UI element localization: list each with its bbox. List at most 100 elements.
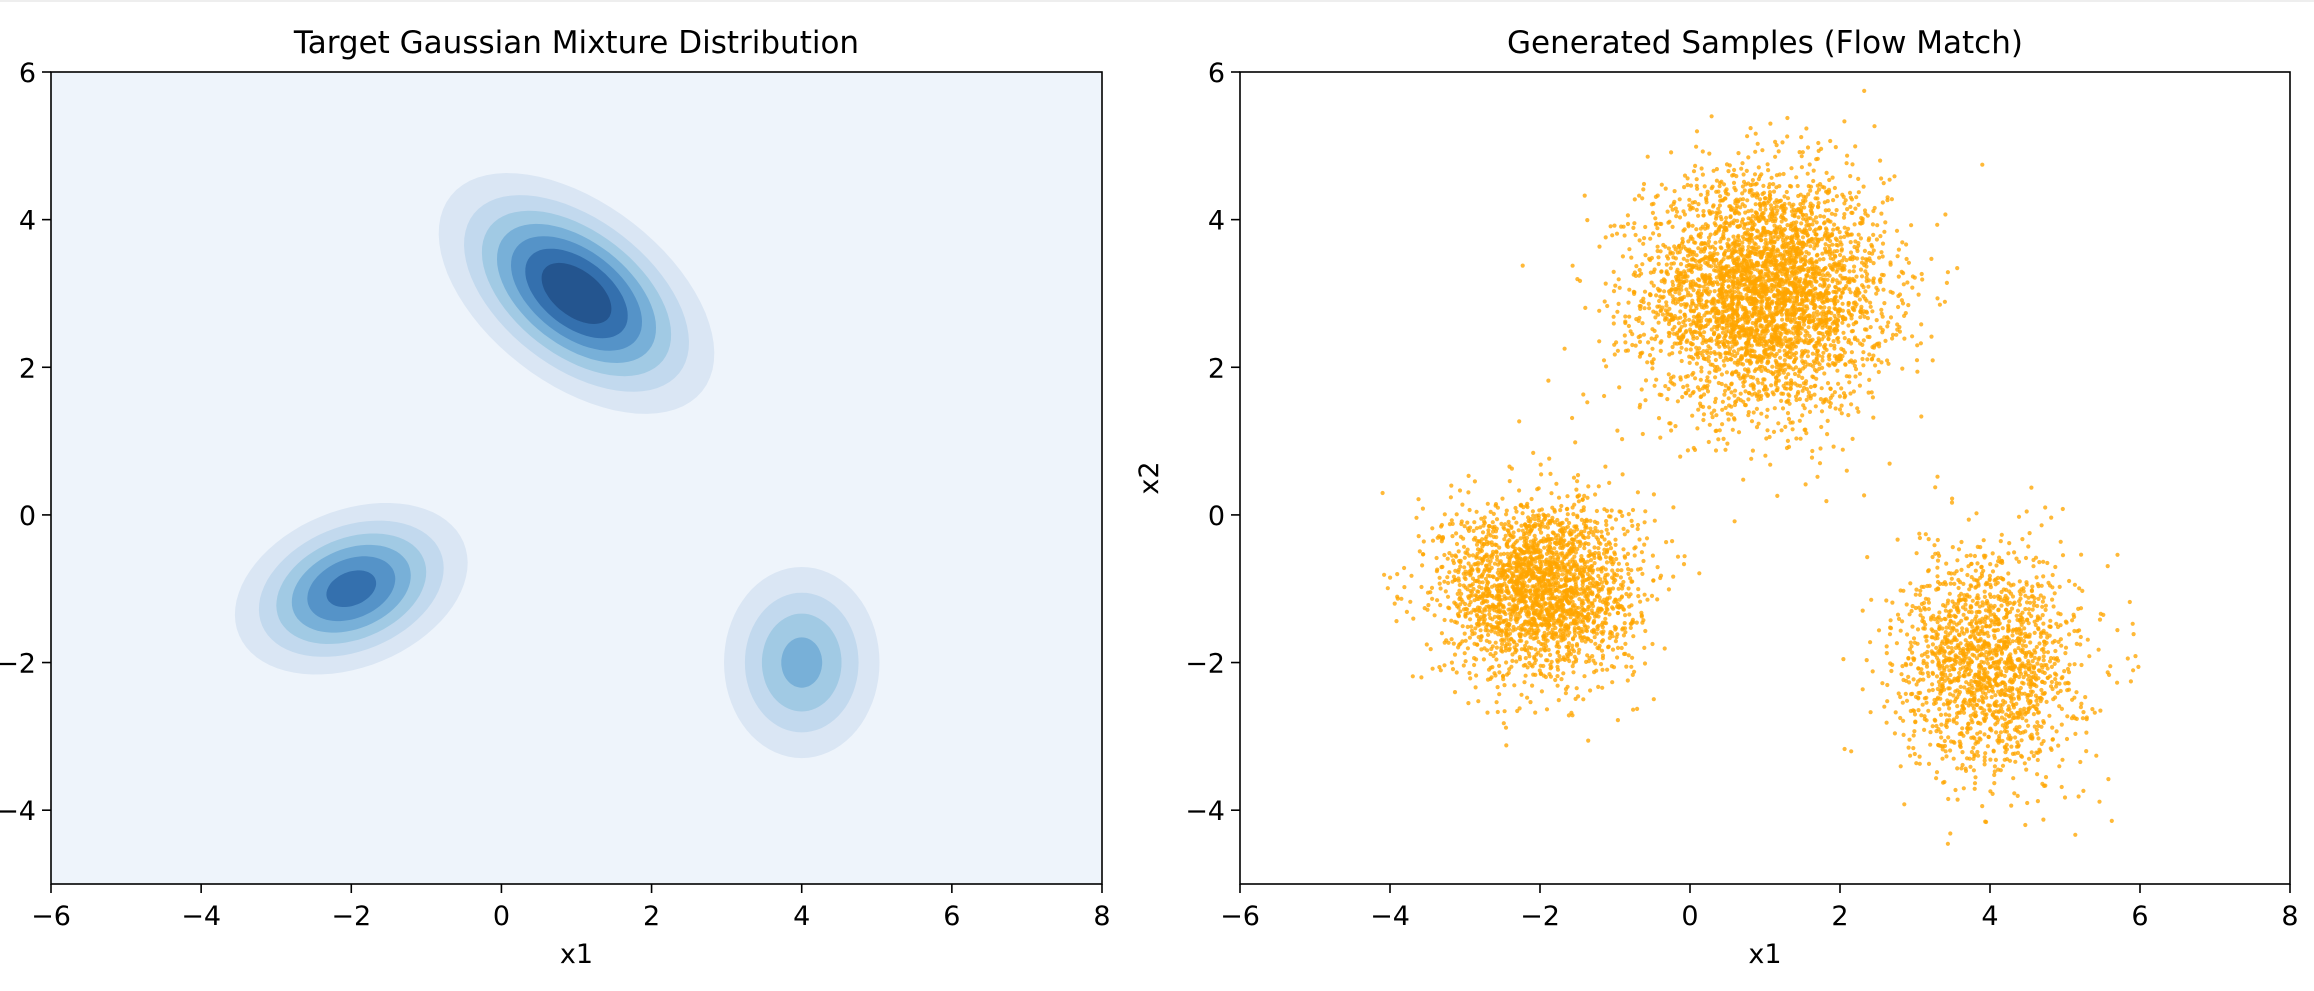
data-point — [1768, 190, 1772, 194]
data-point — [1746, 319, 1750, 323]
data-point — [1907, 261, 1911, 265]
data-point — [1869, 325, 1873, 329]
data-point — [1820, 326, 1824, 330]
data-point — [1709, 337, 1713, 341]
data-point — [1919, 341, 1923, 345]
data-point — [1768, 306, 1772, 310]
data-point — [1597, 245, 1601, 249]
data-point — [1831, 290, 1835, 294]
data-point — [1586, 484, 1590, 488]
data-point — [1695, 253, 1699, 257]
data-point — [1801, 361, 1805, 365]
data-point — [1566, 512, 1570, 516]
data-point — [1657, 262, 1661, 266]
data-point — [1763, 339, 1767, 343]
data-point — [1688, 361, 1692, 365]
data-point — [1900, 298, 1904, 302]
data-point — [1791, 427, 1795, 431]
data-point — [1773, 256, 1777, 260]
data-point — [1711, 258, 1715, 262]
data-point — [1699, 227, 1703, 231]
data-point — [1771, 245, 1775, 249]
data-point — [1825, 348, 1829, 352]
data-point — [1600, 569, 1604, 573]
data-point — [1727, 403, 1731, 407]
data-point — [1714, 258, 1718, 262]
data-point — [1812, 169, 1816, 173]
data-point — [1776, 370, 1780, 374]
data-point — [1676, 274, 1680, 278]
data-point — [1724, 191, 1728, 195]
data-point — [1688, 327, 1692, 331]
data-point — [1695, 336, 1699, 340]
data-point — [1388, 576, 1392, 580]
data-point — [1578, 279, 1582, 283]
data-point — [1723, 196, 1727, 200]
data-point — [1878, 326, 1882, 330]
data-point — [1695, 266, 1699, 270]
data-point — [1776, 311, 1780, 315]
data-point — [1718, 203, 1722, 207]
data-point — [1831, 322, 1835, 326]
data-point — [1820, 409, 1824, 413]
data-point — [1808, 162, 1812, 166]
data-point — [1943, 300, 1947, 304]
data-point — [1463, 576, 1467, 580]
data-point — [1820, 358, 1824, 362]
data-point — [1742, 312, 1746, 316]
data-point — [1749, 228, 1753, 232]
data-point — [1753, 297, 1757, 301]
data-point — [1647, 257, 1651, 261]
data-point — [1799, 256, 1803, 260]
data-point — [1722, 343, 1726, 347]
contour-level — [781, 637, 822, 687]
data-point — [1818, 269, 1822, 273]
data-point — [1945, 281, 1949, 285]
data-point — [1678, 375, 1682, 379]
data-point — [1818, 182, 1822, 186]
data-point — [1801, 352, 1805, 356]
data-point — [1730, 315, 1734, 319]
data-point — [1671, 225, 1675, 229]
data-point — [1726, 169, 1730, 173]
data-point — [1714, 429, 1718, 433]
data-point — [1841, 317, 1845, 321]
data-point — [1783, 368, 1787, 372]
data-point — [1604, 235, 1608, 239]
data-point — [1827, 219, 1831, 223]
data-point — [1751, 178, 1755, 182]
data-point — [1546, 526, 1550, 530]
data-point — [1504, 534, 1508, 538]
data-point — [1623, 642, 1627, 646]
data-point — [1725, 162, 1729, 166]
data-point — [1601, 638, 1605, 642]
data-point — [1806, 223, 1810, 227]
data-point — [1709, 351, 1713, 355]
data-point — [1486, 604, 1490, 608]
data-point — [1772, 294, 1776, 298]
data-point — [1422, 539, 1426, 543]
data-point — [1818, 214, 1822, 218]
data-point — [1556, 650, 1560, 654]
data-point — [1508, 479, 1512, 483]
data-point — [1775, 173, 1779, 177]
data-point — [1634, 264, 1638, 268]
data-point — [1671, 208, 1675, 212]
data-point — [1681, 209, 1685, 213]
data-point — [1737, 266, 1741, 270]
data-point — [1730, 297, 1734, 301]
data-point — [1696, 408, 1700, 412]
data-point — [1759, 306, 1763, 310]
data-point — [1689, 267, 1693, 271]
data-point — [1723, 351, 1727, 355]
data-point — [1623, 321, 1627, 325]
data-point — [1474, 673, 1478, 677]
data-point — [1791, 342, 1795, 346]
data-point — [1817, 188, 1821, 192]
data-point — [1827, 306, 1831, 310]
data-point — [1783, 227, 1787, 231]
data-point — [1850, 329, 1854, 333]
data-point — [1702, 330, 1706, 334]
data-point — [1616, 349, 1620, 353]
data-point — [1777, 297, 1781, 301]
